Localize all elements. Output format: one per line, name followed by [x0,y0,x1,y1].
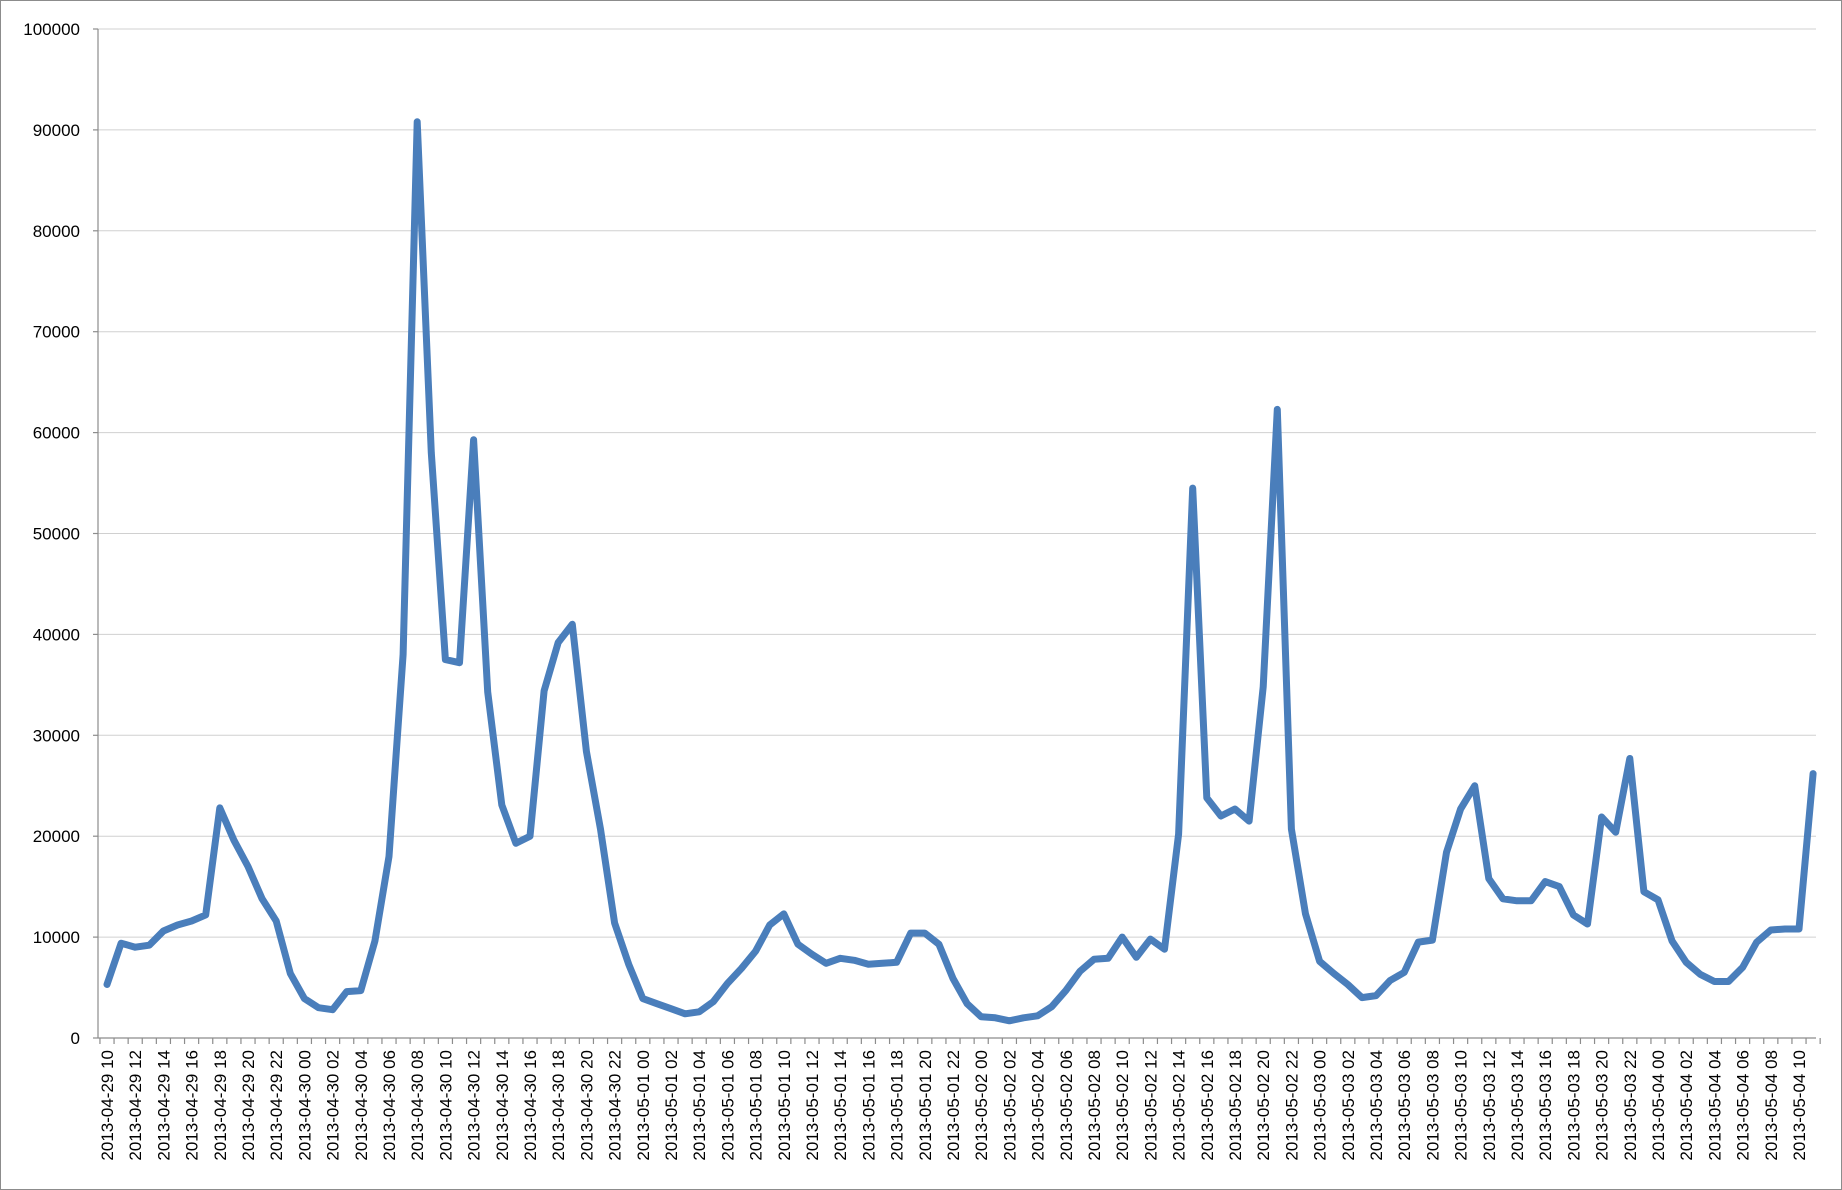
x-tick-label: 2013-05-01 06 [718,1050,737,1161]
x-tick-label: 2013-05-01 00 [634,1050,653,1161]
x-tick-label: 2013-05-02 06 [1057,1050,1076,1161]
x-tick-label: 2013-05-03 10 [1452,1050,1471,1161]
x-tick-label: 2013-05-03 08 [1423,1050,1442,1161]
x-tick-label: 2013-05-03 18 [1564,1050,1583,1161]
x-tick-label: 2013-04-30 00 [295,1050,314,1161]
x-tick-label: 2013-05-02 22 [1282,1050,1301,1161]
x-tick-label: 2013-04-29 20 [239,1050,258,1161]
y-tick-label: 10000 [33,928,80,947]
x-tick-label: 2013-04-30 16 [521,1050,540,1161]
x-tick-label: 2013-05-01 16 [859,1050,878,1161]
x-tick-label: 2013-04-29 18 [211,1050,230,1161]
y-tick-label: 80000 [33,222,80,241]
x-tick-label: 2013-05-03 02 [1339,1050,1358,1161]
y-axis-tick-labels: 0 10000 20000 30000 40000 50000 60000 70000 8000… [23,20,80,1048]
x-tick-label: 2013-05-03 00 [1311,1050,1330,1161]
y-tick-label: 70000 [33,323,80,342]
x-tick-label: 2013-04-29 10 [98,1050,117,1161]
x-tick-label: 2013-05-01 14 [831,1050,850,1161]
x-tick-label: 2013-05-01 02 [662,1050,681,1161]
x-tick-label: 2013-04-30 12 [465,1050,484,1161]
x-tick-label: 2013-05-03 22 [1621,1050,1640,1161]
x-tick-label: 2013-05-03 14 [1508,1050,1527,1161]
x-tick-label: 2013-05-04 04 [1705,1050,1724,1161]
x-tick-label: 2013-05-02 04 [1029,1050,1048,1161]
x-axis-tick-labels: 2013-04-29 10 2013-04-29 12 2013-04-29 14 2… [98,1050,1809,1161]
x-tick-label: 2013-05-01 04 [690,1050,709,1161]
x-tick-label: 2013-05-02 14 [1170,1050,1189,1161]
x-tick-label: 2013-05-03 16 [1536,1050,1555,1161]
x-tick-label: 2013-05-02 18 [1226,1050,1245,1161]
x-tick-label: 2013-05-01 18 [888,1050,907,1161]
x-tick-label: 2013-05-03 20 [1593,1050,1612,1161]
x-tick-label: 2013-04-30 02 [324,1050,343,1161]
x-tick-label: 2013-04-29 16 [183,1050,202,1161]
x-tick-label: 2013-05-04 08 [1762,1050,1781,1161]
x-tick-label: 2013-05-01 10 [775,1050,794,1161]
x-tick-label: 2013-04-30 08 [408,1050,427,1161]
x-tick-label: 2013-05-04 06 [1734,1050,1753,1161]
x-tick-label: 2013-05-01 12 [803,1050,822,1161]
x-tick-label: 2013-05-01 22 [944,1050,963,1161]
y-tick-label: 50000 [33,525,80,544]
axes [93,28,1821,1044]
x-tick-label: 2013-04-29 22 [267,1050,286,1161]
y-tick-label: 20000 [33,827,80,846]
x-tick-label: 2013-04-30 18 [549,1050,568,1161]
x-tick-label: 2013-05-04 10 [1790,1050,1809,1161]
x-tick-label: 2013-05-02 00 [972,1050,991,1161]
x-tick-label: 2013-05-02 02 [1000,1050,1019,1161]
x-tick-label: 2013-05-03 12 [1480,1050,1499,1161]
y-tick-label: 30000 [33,726,80,745]
series-layer [103,118,1817,1025]
x-tick-label: 2013-05-03 04 [1367,1050,1386,1161]
x-tick-label: 2013-05-02 16 [1198,1050,1217,1161]
x-tick-label: 2013-04-30 06 [380,1050,399,1161]
y-tick-label: 0 [71,1029,80,1048]
y-tick-label: 60000 [33,424,80,443]
x-tick-label: 2013-05-04 02 [1677,1050,1696,1161]
series-line [103,118,1817,1025]
x-tick-label: 2013-04-30 04 [352,1050,371,1161]
x-tick-label: 2013-05-01 20 [916,1050,935,1161]
x-tick-label: 2013-05-02 12 [1141,1050,1160,1161]
x-tick-label: 2013-05-04 00 [1649,1050,1668,1161]
y-tick-label: 40000 [33,625,80,644]
x-tick-label: 2013-04-30 22 [606,1050,625,1161]
x-tick-label: 2013-05-02 08 [1085,1050,1104,1161]
x-tick-label: 2013-05-03 06 [1395,1050,1414,1161]
x-tick-label: 2013-05-02 10 [1113,1050,1132,1161]
x-tick-label: 2013-04-29 14 [154,1050,173,1161]
y-tick-label: 90000 [33,121,80,140]
x-tick-label: 2013-04-29 12 [126,1050,145,1161]
x-tick-label: 2013-04-30 20 [577,1050,596,1161]
x-tick-label: 2013-04-30 10 [436,1050,455,1161]
x-tick-label: 2013-04-30 14 [493,1050,512,1161]
x-tick-label: 2013-05-02 20 [1254,1050,1273,1161]
y-tick-label: 100000 [23,20,80,39]
x-tick-label: 2013-05-01 08 [747,1050,766,1161]
gridlines [98,28,1816,938]
